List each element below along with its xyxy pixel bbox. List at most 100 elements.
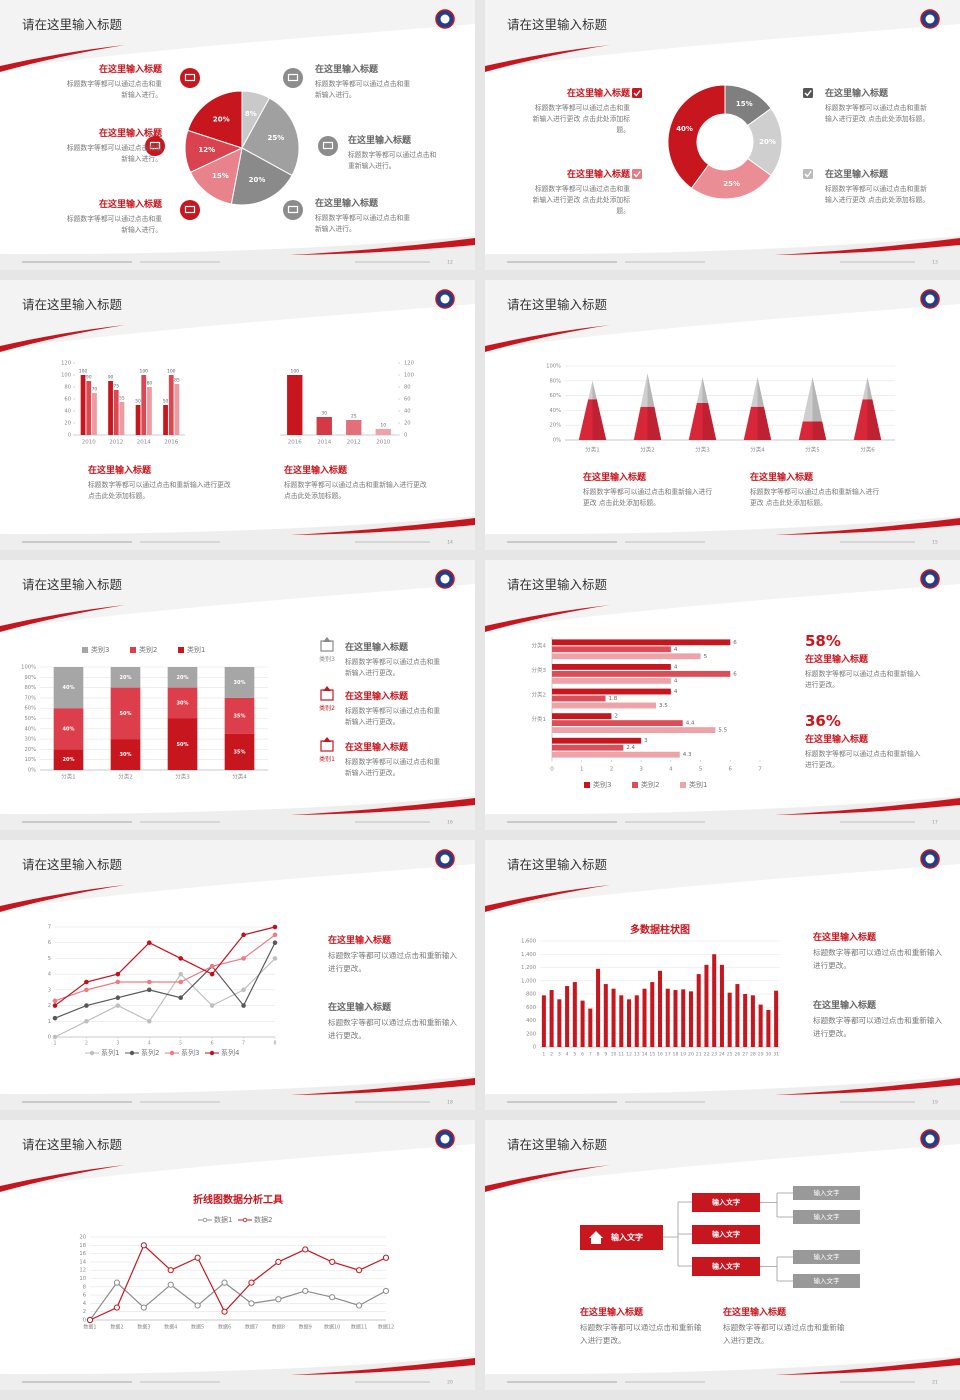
chart: 8% 25% 20% 15% 12% 20%	[184, 90, 300, 206]
x-tick-label: 数据4	[164, 1324, 177, 1331]
logo-inner	[925, 14, 935, 24]
x-tick-label: 3	[558, 1052, 561, 1058]
x-tick-label: 2	[610, 767, 614, 773]
footer-mark	[22, 821, 132, 823]
icon	[318, 136, 338, 156]
chart: 15% 20% 25% 40%	[667, 84, 783, 200]
point	[84, 1018, 89, 1024]
y-tick-label: 60	[64, 397, 71, 403]
x-tick-label: 14	[642, 1052, 648, 1058]
bar	[163, 405, 168, 435]
x-tick-label: 2014	[137, 440, 151, 446]
footer-swoosh	[775, 238, 960, 255]
slide-title: 请在这里输入标题	[22, 857, 123, 872]
legend-label: 类别3	[593, 780, 611, 789]
bar	[552, 744, 624, 751]
slide: 21 输入文字 输入文字 输入文字 输入文字 输入文字 输入文字 输入文字 输入文字 请在这里输入…	[485, 1120, 960, 1390]
x-tick-label: 数据11	[351, 1324, 367, 1331]
item-title: 在这里输入标题	[580, 1308, 644, 1318]
footer-mark	[355, 821, 430, 823]
point	[52, 1015, 58, 1021]
page-number: 20	[447, 1380, 453, 1386]
bar	[572, 982, 577, 1047]
bar-label: 80	[147, 381, 153, 387]
y-tick-label: 20	[79, 1235, 86, 1241]
chart: 0204060801001202010100907020129075552014…	[61, 361, 185, 446]
x-tick-label: 9	[604, 1052, 607, 1058]
y-tick-label: 0	[404, 433, 407, 439]
y-tick-label: 600	[526, 1005, 536, 1011]
cone-top	[802, 377, 823, 422]
x-tick-label: 23	[711, 1052, 717, 1058]
text-block: 36% 在这里输入标题 标题数字等都可以通过点击和重新输入进行更改。	[805, 712, 925, 771]
x-tick-label: 分类6	[860, 446, 875, 454]
point	[302, 1246, 309, 1253]
x-tick-label: 分类1	[585, 446, 600, 454]
point	[241, 987, 246, 993]
y-tick-label: 100	[61, 373, 71, 379]
item-text: 标题数字等都可以通过点击和重新输入进行更改。	[813, 948, 943, 970]
bar-label: 40%	[63, 726, 75, 732]
bar-label: 30%	[234, 680, 246, 686]
point	[167, 1267, 174, 1274]
footer-mark	[507, 1101, 617, 1103]
footer-swoosh	[290, 1078, 475, 1095]
node-label: 输入文字	[712, 1198, 740, 1207]
bar-label: 4	[674, 664, 678, 670]
x-tick-label: 21	[696, 1052, 702, 1058]
bar	[712, 954, 717, 1047]
x-tick-label: 分类2	[118, 773, 133, 781]
y-tick-label: 20	[64, 421, 71, 427]
legend-marker	[89, 1050, 95, 1056]
y-tick-label: 1	[48, 1019, 51, 1025]
bar	[92, 393, 97, 435]
y-tick-label: 0%	[28, 768, 36, 774]
icon-glyph	[322, 141, 334, 150]
footer-mark	[625, 261, 705, 263]
bar	[627, 999, 632, 1047]
footer-mark	[140, 541, 220, 543]
bar	[766, 1009, 771, 1047]
chart-title: 多数据柱状图	[630, 923, 690, 936]
y-tick-label: 4	[48, 972, 52, 978]
icon	[283, 68, 303, 88]
page-number: 14	[447, 540, 453, 546]
bar-label: 75	[113, 384, 119, 390]
x-tick-label: 分类2	[640, 446, 655, 454]
point	[272, 924, 278, 930]
item-text: 标题数字等都可以通过点击和重新输入进行。	[315, 80, 411, 100]
y-tick-label: 5	[48, 956, 51, 962]
footer-swoosh	[290, 798, 475, 815]
stat: 58%	[805, 632, 841, 650]
x-tick-label: 6	[581, 1052, 584, 1058]
bar-segment	[53, 667, 84, 709]
bar-label: 70	[92, 387, 98, 393]
bar	[596, 968, 601, 1047]
x-tick-label: 16	[657, 1052, 663, 1058]
footer-mark	[840, 1101, 915, 1103]
item-title: 在这里输入标题	[345, 643, 409, 653]
point	[209, 971, 215, 977]
x-tick-label: 1	[53, 1041, 56, 1047]
item-title: 在这里输入标题	[345, 692, 409, 702]
point	[329, 1294, 336, 1301]
footer-mark	[840, 1381, 915, 1383]
legend-marker	[242, 1217, 248, 1223]
item-text: 标题数字等都可以通过点击和重新输入进行更改 点击此处添加标题。	[532, 104, 630, 135]
bar-label: 30%	[120, 752, 132, 758]
bar-label: 5.5	[718, 728, 727, 734]
point	[382, 1254, 390, 1261]
icon	[180, 200, 200, 220]
item-title: 在这里输入标题	[723, 1308, 787, 1318]
bar-label: 35%	[234, 749, 246, 755]
slide-canvas: 17 0 1 2 3 4 5 6 7 分类4 6 4 5 分类3 4 6 4 分类2 4 1.8 3.5 分类1 2 4.4 5…	[485, 560, 960, 830]
y-tick-label: 40	[64, 409, 71, 415]
item-title: 在这里输入标题	[98, 200, 162, 210]
y-tick-label: 14	[79, 1259, 86, 1265]
item-text: 标题数字等都可以通过点击和重新输入进行。	[66, 215, 162, 235]
logo-inner	[440, 854, 450, 864]
logo-inner	[440, 574, 450, 584]
leaf-label: 输入文字	[814, 1188, 841, 1197]
footer-mark	[625, 821, 705, 823]
x-tick-label: 13	[634, 1052, 640, 1058]
